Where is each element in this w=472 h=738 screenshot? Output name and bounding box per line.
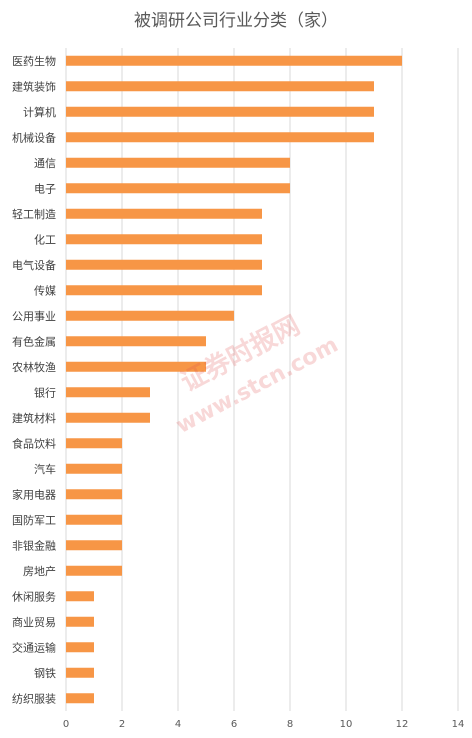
bars bbox=[66, 55, 402, 704]
bar-17 bbox=[66, 463, 122, 474]
x-tick-label: 12 bbox=[396, 719, 409, 730]
category-label: 公用事业 bbox=[12, 310, 56, 323]
x-tick-label: 2 bbox=[119, 719, 125, 730]
x-tick-label: 0 bbox=[63, 719, 69, 730]
bar-19 bbox=[66, 514, 122, 525]
category-label: 银行 bbox=[34, 385, 56, 399]
category-label: 建筑材料 bbox=[12, 411, 56, 425]
x-tick-label: 10 bbox=[340, 719, 353, 730]
category-label: 食品饮料 bbox=[12, 436, 56, 450]
bar-16 bbox=[66, 438, 122, 449]
bar-4 bbox=[66, 132, 374, 143]
bar-5 bbox=[66, 157, 290, 168]
category-label: 建筑装饰 bbox=[12, 79, 56, 93]
category-label: 房地产 bbox=[23, 564, 56, 578]
category-label: 纺织服装 bbox=[12, 691, 56, 705]
bar-1 bbox=[66, 55, 402, 66]
x-tick-label: 6 bbox=[231, 719, 237, 730]
bar-26 bbox=[66, 693, 94, 704]
category-label: 通信 bbox=[34, 157, 56, 170]
category-label: 家用电器 bbox=[12, 487, 56, 501]
bar-2 bbox=[66, 81, 374, 92]
category-label: 农林牧渔 bbox=[12, 360, 56, 374]
bar-18 bbox=[66, 489, 122, 500]
x-tick-label: 8 bbox=[287, 719, 293, 730]
bar-21 bbox=[66, 565, 122, 576]
bar-14 bbox=[66, 387, 150, 398]
category-label: 电气设备 bbox=[12, 258, 56, 272]
bar-24 bbox=[66, 642, 94, 653]
category-label: 钢铁 bbox=[34, 667, 56, 680]
category-label: 商业贸易 bbox=[12, 615, 56, 629]
bar-22 bbox=[66, 591, 94, 602]
x-tick-label: 4 bbox=[175, 719, 181, 730]
category-label: 轻工制造 bbox=[12, 207, 56, 221]
x-tick-label: 14 bbox=[452, 719, 465, 730]
bar-6 bbox=[66, 183, 290, 194]
category-label: 计算机 bbox=[23, 105, 56, 119]
bar-3 bbox=[66, 106, 374, 117]
bar-23 bbox=[66, 616, 94, 627]
category-label: 交通运输 bbox=[12, 640, 56, 654]
bar-20 bbox=[66, 540, 122, 551]
bar-11 bbox=[66, 310, 234, 321]
category-label: 非银金融 bbox=[12, 538, 56, 552]
category-label: 传媒 bbox=[34, 284, 56, 297]
chart-title: 被调研公司行业分类（家） bbox=[134, 11, 338, 31]
bar-8 bbox=[66, 234, 262, 245]
bar-25 bbox=[66, 667, 94, 678]
category-label: 汽车 bbox=[34, 462, 56, 476]
category-label: 机械设备 bbox=[12, 130, 56, 144]
category-label: 电子 bbox=[34, 182, 56, 195]
category-label: 有色金属 bbox=[12, 334, 56, 348]
bar-13 bbox=[66, 361, 206, 372]
bar-15 bbox=[66, 412, 150, 423]
category-label: 休闲服务 bbox=[12, 589, 56, 603]
category-label: 医药生物 bbox=[12, 54, 56, 68]
category-labels: 医药生物建筑装饰计算机机械设备通信电子轻工制造化工电气设备传媒公用事业有色金属农… bbox=[12, 54, 56, 706]
category-label: 化工 bbox=[34, 232, 56, 246]
bar-7 bbox=[66, 208, 262, 219]
bar-10 bbox=[66, 285, 262, 296]
bar-9 bbox=[66, 259, 262, 270]
x-tick-labels: 0 2 4 6 8 10 12 14 bbox=[63, 719, 465, 730]
bar-12 bbox=[66, 336, 206, 347]
category-label: 国防军工 bbox=[12, 513, 56, 527]
